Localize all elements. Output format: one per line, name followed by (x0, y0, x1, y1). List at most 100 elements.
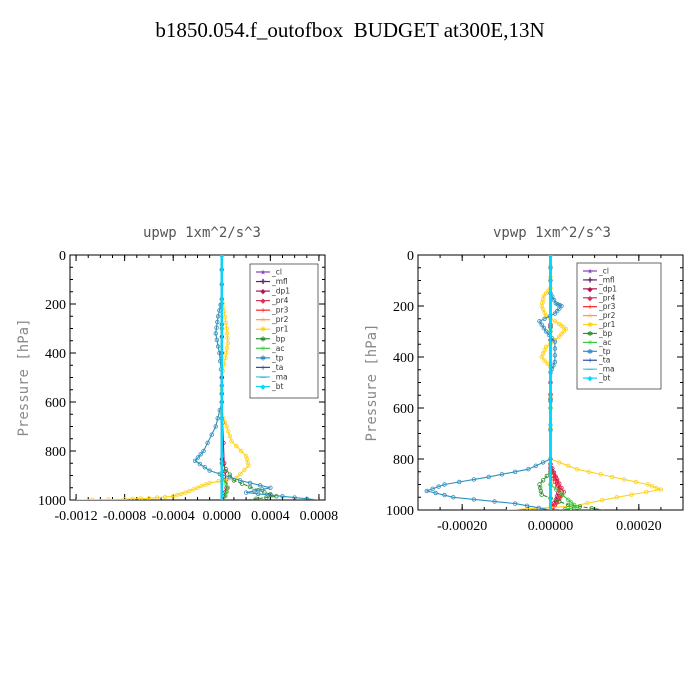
x-tick-label: 0.00020 (616, 519, 662, 534)
y-tick-label: 0 (407, 249, 414, 264)
y-axis-label: Pressure [hPa] (16, 318, 32, 436)
series-marker (170, 494, 176, 499)
legend-marker: ◆ (587, 294, 593, 302)
series-marker (215, 319, 220, 325)
legend-marker: ◆ (587, 285, 593, 293)
series-marker (224, 331, 230, 336)
series-marker (292, 495, 297, 500)
legend-box (576, 262, 662, 390)
series-marker (199, 483, 204, 489)
legend: ★ _cl ✚ _mfl ◆ _dp1 ◆ _pr4 + _pr3 ☆ _pr2 ✱ _pr1 ✱ _bp ✳ _… (576, 262, 662, 390)
legend-marker: ◆ (260, 297, 266, 305)
legend-label: _cl (598, 267, 609, 276)
series-marker (543, 329, 549, 334)
series-marker (554, 499, 560, 504)
series-marker (201, 448, 206, 454)
series-marker (225, 485, 231, 490)
series-marker (254, 496, 259, 500)
panel-title: upwp 1xm^2/s^3 (143, 225, 261, 241)
series-marker (552, 311, 558, 316)
series-marker (645, 482, 650, 487)
series-marker (457, 479, 462, 485)
series-marker (222, 420, 228, 425)
legend-marker: ✚ (587, 276, 593, 284)
legend-label: _tp (271, 353, 284, 362)
series-marker (216, 479, 221, 484)
series-marker (214, 325, 219, 330)
y-tick-label: 0 (59, 249, 66, 264)
series-marker (224, 489, 229, 494)
series-marker (540, 478, 546, 483)
series-marker (585, 501, 590, 506)
series-marker (560, 492, 565, 497)
series-marker (566, 497, 571, 502)
series-marker (442, 482, 447, 487)
series-marker (557, 334, 562, 339)
legend-label: _pr2 (598, 311, 616, 320)
series-marker (227, 472, 233, 477)
series-marker (492, 499, 497, 504)
series-marker (90, 497, 95, 500)
series-marker (571, 502, 577, 508)
series-marker (215, 416, 220, 421)
series-marker (237, 478, 243, 483)
series-marker (614, 495, 619, 500)
panel-title: vpwp 1xm^2/s^3 (493, 225, 611, 241)
series-line-pr1 (506, 255, 663, 510)
series-marker (574, 467, 580, 472)
series-marker (513, 469, 518, 474)
series-marker (223, 350, 229, 356)
series-marker (175, 492, 180, 498)
series-marker (223, 493, 228, 499)
x-tick-label: -0.0012 (54, 509, 97, 524)
series-marker (574, 505, 580, 510)
legend-label: _bp (598, 329, 613, 338)
series-marker (552, 319, 558, 324)
series-marker (224, 345, 230, 351)
series-marker (486, 474, 491, 480)
series-marker (247, 484, 253, 490)
figure-title: b1850.054.f_outofbox BUDGET at300E,13N (155, 18, 545, 42)
series-marker (537, 319, 542, 324)
legend-label: _pr3 (598, 302, 616, 311)
series-marker (219, 416, 224, 421)
series-marker (533, 463, 538, 468)
series-line-tp (424, 255, 563, 510)
legend-marker: ◆ (260, 288, 266, 296)
series-marker (198, 452, 203, 457)
legend-label: _ac (271, 344, 284, 353)
series-marker (207, 468, 212, 473)
series-marker (433, 490, 438, 496)
legend-label: _ta (598, 356, 610, 365)
series-marker (268, 485, 273, 490)
series-marker (621, 477, 627, 482)
legend-label: _tp (598, 347, 611, 356)
legend-marker: ✱ (587, 321, 593, 329)
series-marker (214, 337, 220, 343)
series-marker (557, 481, 562, 486)
legend-marker: ✳ (260, 345, 266, 353)
legend: ★ _cl ✚ _mfl ◆ _dp1 ◆ _pr4 + _pr3 ☆ _pr2 ✱ _pr1 ✱ _bp ✳ _… (249, 263, 319, 399)
series-marker (226, 429, 231, 434)
legend-label: _mfl (598, 275, 615, 284)
series-marker (195, 455, 201, 460)
legend-label: _bp (271, 334, 286, 343)
series-marker (251, 488, 257, 494)
series-marker (191, 487, 196, 492)
series-marker (225, 336, 230, 341)
legend-marker: ☆ (587, 312, 593, 320)
series-marker (227, 474, 233, 480)
series-marker (223, 481, 228, 486)
legend-label: _bt (271, 382, 284, 391)
series-marker (424, 488, 429, 494)
series-marker (256, 491, 261, 497)
series-marker (203, 482, 208, 487)
legend-marker: + (587, 357, 593, 365)
legend-label: _dp1 (271, 287, 290, 296)
series-marker (154, 495, 160, 500)
series-marker (563, 326, 569, 332)
series-marker (197, 461, 203, 467)
series-marker (268, 492, 273, 498)
legend-marker: ☆ (260, 316, 266, 324)
series-marker (187, 488, 192, 494)
